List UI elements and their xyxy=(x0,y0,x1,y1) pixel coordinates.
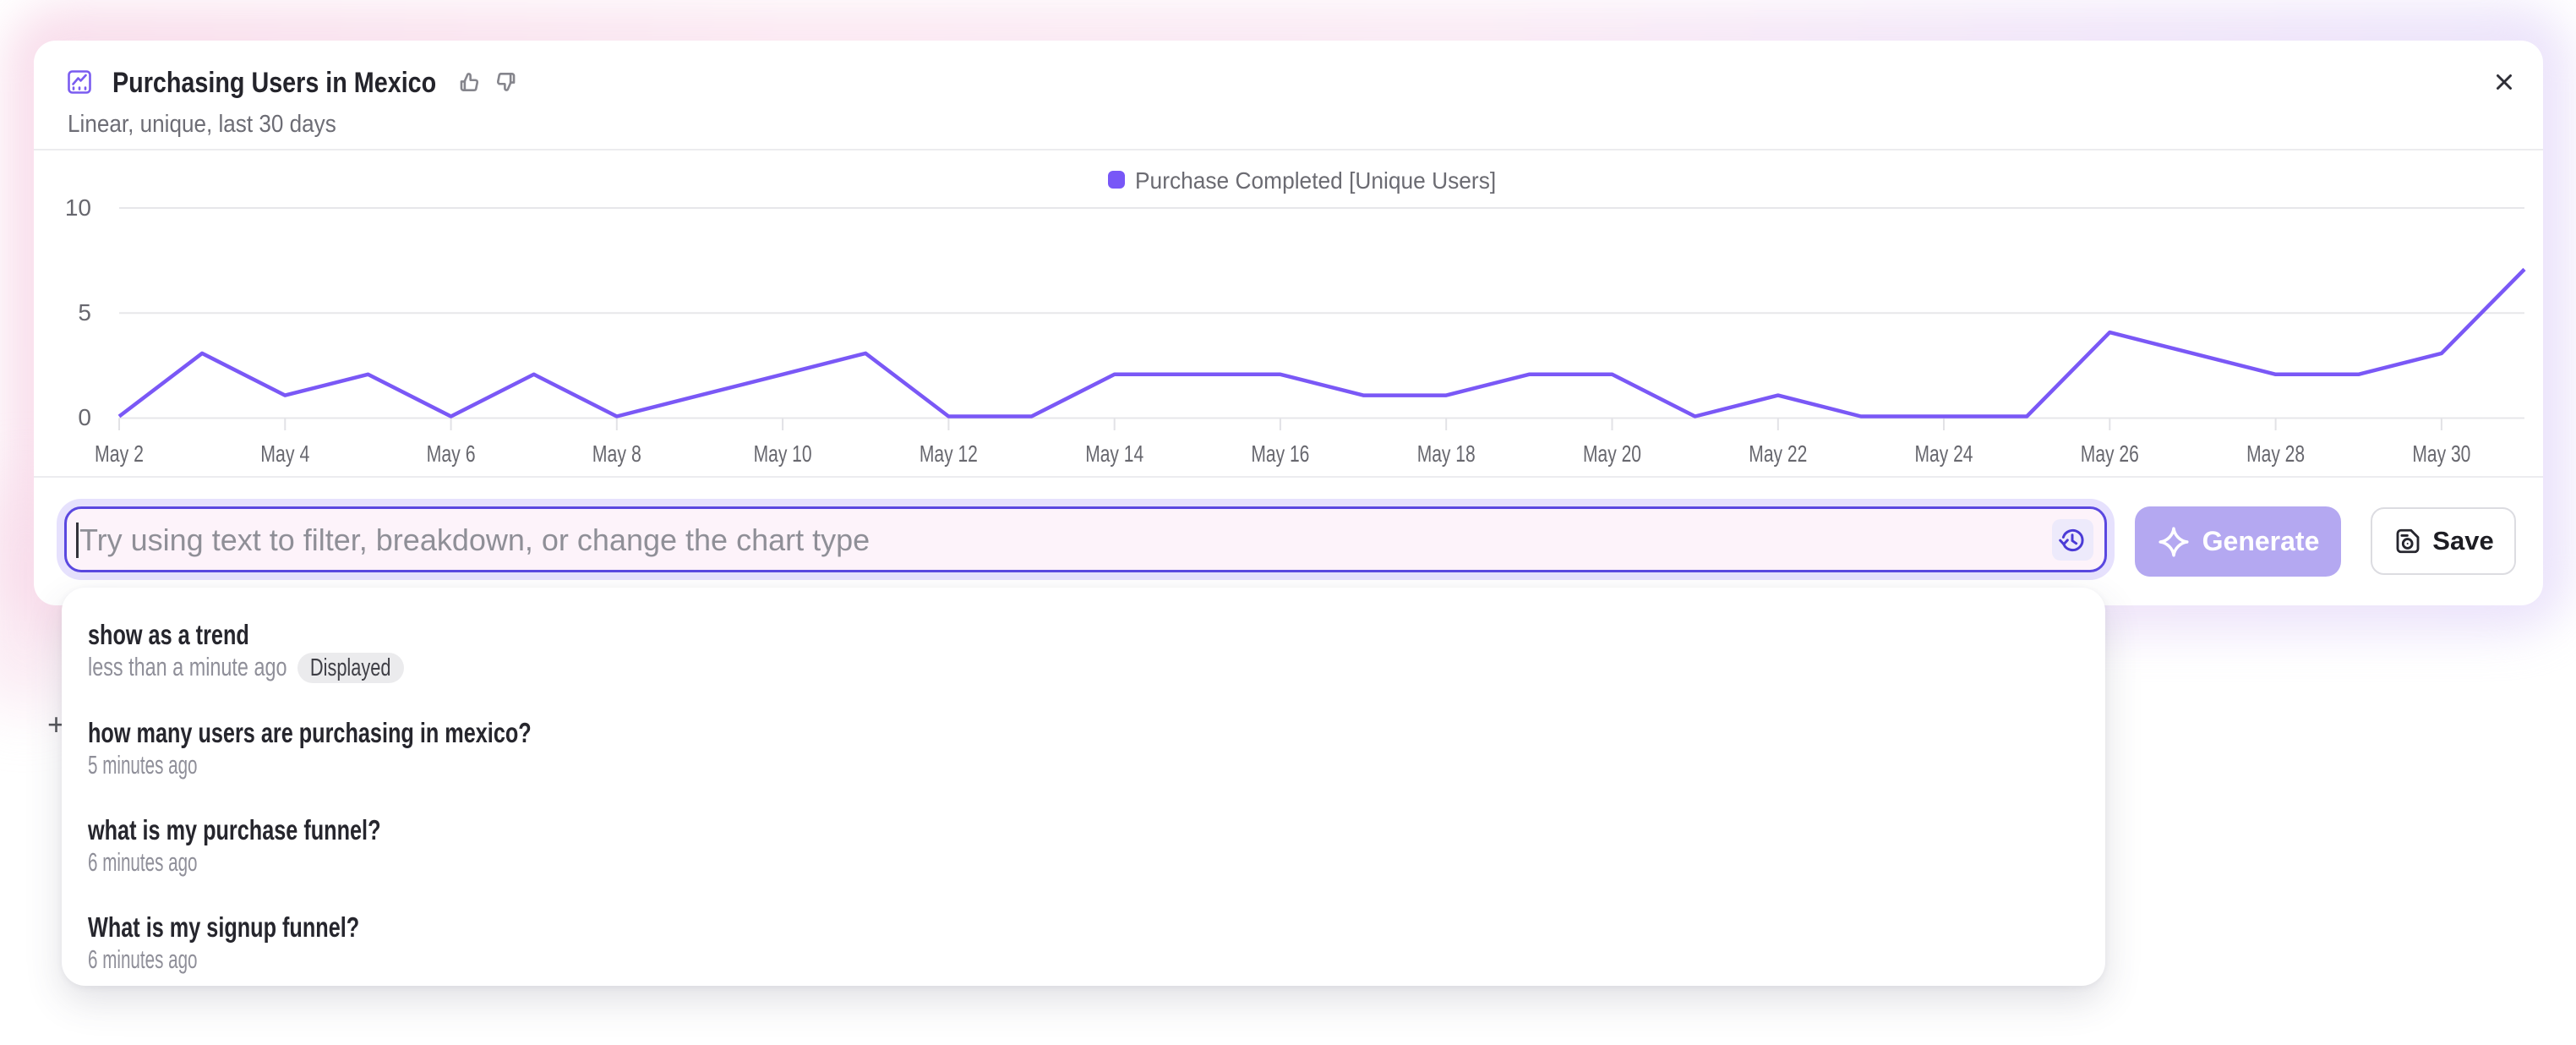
svg-text:May 20: May 20 xyxy=(1583,440,1641,467)
svg-text:May 24: May 24 xyxy=(1915,440,1973,467)
svg-text:May 14: May 14 xyxy=(1085,440,1143,467)
svg-text:0: 0 xyxy=(78,404,91,430)
svg-text:May 4: May 4 xyxy=(260,440,309,467)
svg-text:5: 5 xyxy=(78,299,91,326)
svg-text:May 16: May 16 xyxy=(1251,440,1309,467)
svg-text:May 28: May 28 xyxy=(2246,440,2305,467)
svg-text:May 18: May 18 xyxy=(1417,440,1476,467)
svg-text:May 6: May 6 xyxy=(427,440,476,467)
svg-text:May 8: May 8 xyxy=(592,440,641,467)
svg-text:May 12: May 12 xyxy=(920,440,978,467)
svg-text:May 2: May 2 xyxy=(95,440,144,467)
svg-text:May 22: May 22 xyxy=(1749,440,1807,467)
svg-text:May 30: May 30 xyxy=(2412,440,2470,467)
svg-text:May 10: May 10 xyxy=(754,440,812,467)
svg-text:10: 10 xyxy=(65,194,91,221)
svg-text:May 26: May 26 xyxy=(2081,440,2139,467)
